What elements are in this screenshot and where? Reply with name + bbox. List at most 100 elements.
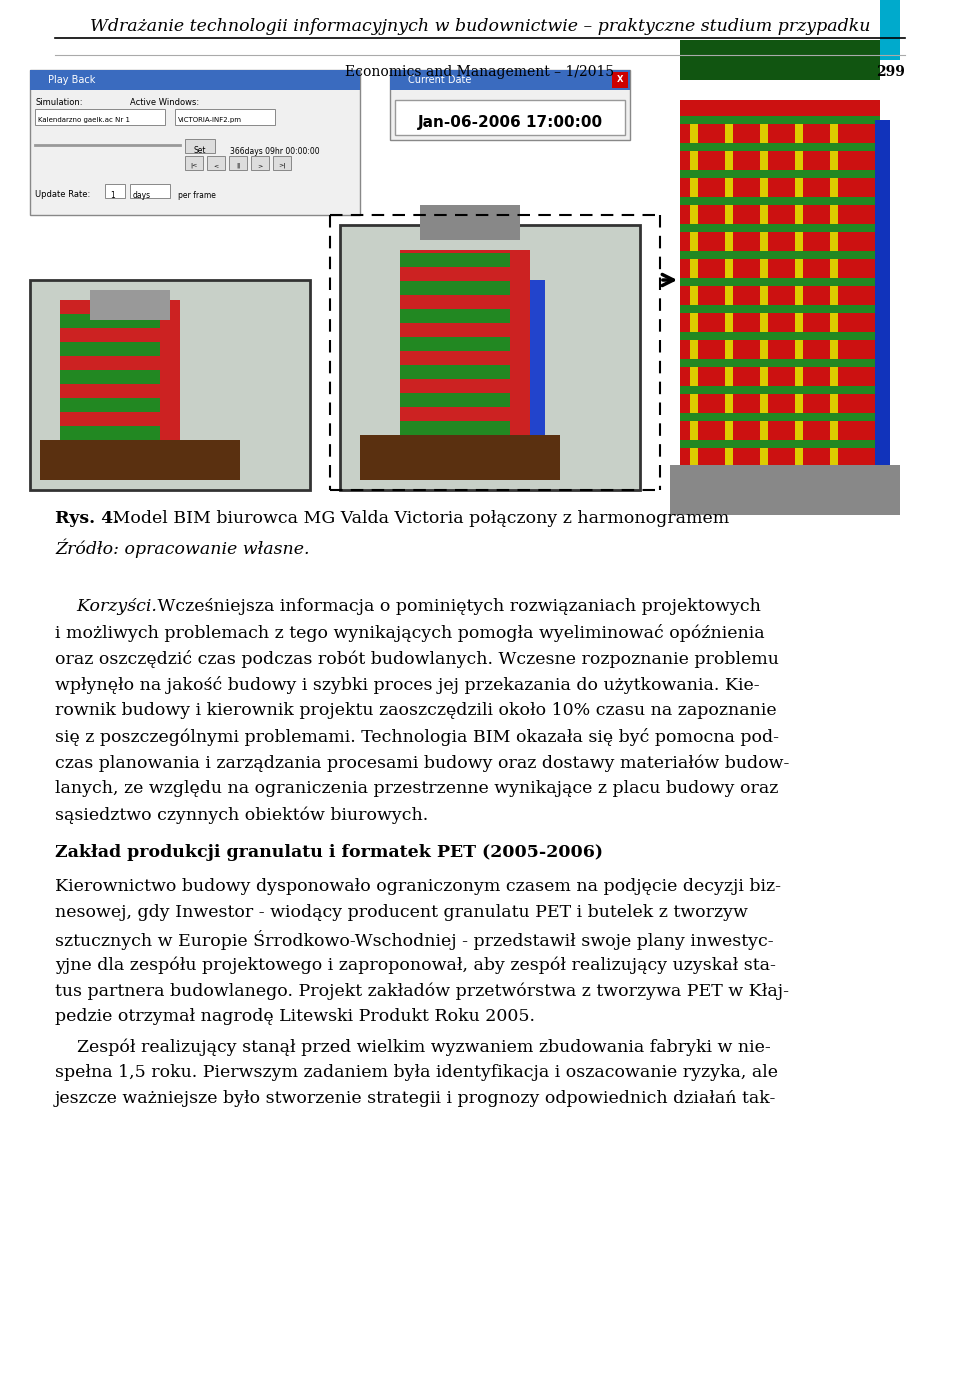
Bar <box>875 120 890 499</box>
Text: yjne dla zespółu projektowego i zaproponował, aby zespół realizujący uzyskał sta: yjne dla zespółu projektowego i zapropon… <box>55 956 776 974</box>
Text: Economics and Management – 1/2015: Economics and Management – 1/2015 <box>346 64 614 78</box>
Bar <box>207 157 225 171</box>
Bar <box>680 278 880 285</box>
Text: Korzyści.: Korzyści. <box>55 597 156 616</box>
Bar <box>273 157 291 171</box>
Bar <box>400 250 530 460</box>
Bar <box>680 99 880 499</box>
Bar <box>400 253 510 267</box>
Bar <box>90 290 170 320</box>
Text: Simulation:: Simulation: <box>35 98 83 106</box>
Text: i możliwych problemach z tego wynikających pomogła wyeliminować opóźnienia: i możliwych problemach z tego wynikający… <box>55 624 764 642</box>
Text: >|: >| <box>278 164 286 168</box>
Bar <box>400 337 510 351</box>
Text: 366days 09hr 00:00:00: 366days 09hr 00:00:00 <box>230 147 320 157</box>
Text: days: days <box>133 192 151 200</box>
Text: Źródło: opracowanie własne.: Źródło: opracowanie własne. <box>55 539 309 557</box>
Bar <box>60 341 160 355</box>
Bar <box>680 441 880 448</box>
Text: >: > <box>257 164 263 168</box>
Bar <box>680 143 880 151</box>
Text: Active Windows:: Active Windows: <box>130 98 199 106</box>
Text: Rys. 4.: Rys. 4. <box>55 511 119 527</box>
Bar <box>175 109 275 125</box>
Bar <box>105 185 125 199</box>
Text: spełna 1,5 roku. Pierwszym zadaniem była identyfikacja i oszacowanie ryzyka, ale: spełna 1,5 roku. Pierwszym zadaniem była… <box>55 1065 778 1081</box>
Text: Update Rate:: Update Rate: <box>35 190 90 199</box>
Bar <box>395 99 625 134</box>
Text: rownik budowy i kierownik projektu zaoszczędzili około 10% czasu na zapoznanie: rownik budowy i kierownik projektu zaosz… <box>55 702 777 719</box>
Text: nesowej, gdy Inwestor - wiodący producent granulatu PET i butelek z tworzyw: nesowej, gdy Inwestor - wiodący producen… <box>55 904 748 921</box>
Bar <box>400 309 510 323</box>
Text: sztucznych w Europie Śrrodkowo-Wschodniej - przedstawił swoje plany inwestyc-: sztucznych w Europie Śrrodkowo-Wschodnie… <box>55 930 774 950</box>
Bar <box>390 70 630 140</box>
Bar <box>400 421 510 435</box>
Text: tus partnera budowlanego. Projekt zakładów przetwórstwa z tworzywa PET w Kłaj-: tus partnera budowlanego. Projekt zakład… <box>55 982 789 999</box>
Bar <box>680 171 880 178</box>
Bar <box>530 280 545 460</box>
Text: się z poszczególnymi problemami. Technologia BIM okazała się być pomocna pod-: się z poszczególnymi problemami. Technol… <box>55 727 779 746</box>
Bar <box>60 299 180 460</box>
Bar <box>680 332 880 340</box>
Bar <box>680 360 880 367</box>
Bar <box>30 70 360 215</box>
Bar <box>185 139 215 152</box>
Text: per frame: per frame <box>178 192 216 200</box>
Bar <box>680 413 880 421</box>
Bar <box>880 0 900 60</box>
Bar <box>680 250 880 259</box>
Text: Model BIM biurowca MG Valda Victoria połączony z harmonogramem: Model BIM biurowca MG Valda Victoria poł… <box>107 511 730 527</box>
Text: Wdrażanie technologii informacyjnych w budownictwie – praktyczne studium przypad: Wdrażanie technologii informacyjnych w b… <box>89 18 871 35</box>
Bar <box>680 386 880 395</box>
Bar <box>612 71 628 88</box>
Text: pedzie otrzymał nagrodę Litewski Produkt Roku 2005.: pedzie otrzymał nagrodę Litewski Produkt… <box>55 1009 535 1025</box>
Bar <box>420 206 520 241</box>
Text: ||: || <box>236 164 240 168</box>
Bar <box>30 280 310 490</box>
Text: |<: |< <box>190 164 198 168</box>
Bar <box>680 41 880 80</box>
Text: Kierownictwo budowy dysponowało ograniczonym czasem na podjęcie decyzji biz-: Kierownictwo budowy dysponowało ogranicz… <box>55 879 781 895</box>
Text: jeszcze ważniejsze było stworzenie strategii i prognozy odpowiednich działań tak: jeszcze ważniejsze było stworzenie strat… <box>55 1090 777 1107</box>
Bar <box>670 464 900 515</box>
Bar <box>251 157 269 171</box>
Bar <box>760 120 768 490</box>
Text: Play Back: Play Back <box>48 76 95 85</box>
Bar <box>360 435 560 480</box>
Text: wpłynęło na jakość budowy i szybki proces jej przekazania do użytkowania. Kie-: wpłynęło na jakość budowy i szybki proce… <box>55 676 759 694</box>
Text: Zespół realizujący stanął przed wielkim wyzwaniem zbudowania fabryki w nie-: Zespół realizujący stanął przed wielkim … <box>55 1038 771 1055</box>
Text: 299: 299 <box>876 64 905 78</box>
Bar <box>400 281 510 295</box>
Text: X: X <box>616 76 623 84</box>
Bar <box>680 197 880 206</box>
Bar <box>680 467 880 476</box>
Text: Kalendarzno gaelk.ac Nr 1: Kalendarzno gaelk.ac Nr 1 <box>38 118 130 123</box>
Bar <box>60 313 160 327</box>
Text: lanych, ze względu na ograniczenia przestrzenne wynikające z placu budowy oraz: lanych, ze względu na ograniczenia przes… <box>55 781 779 797</box>
Bar <box>340 225 640 490</box>
Bar <box>60 369 160 383</box>
Text: Current Date: Current Date <box>408 76 471 85</box>
Bar <box>130 185 170 199</box>
Bar <box>725 120 733 490</box>
Bar <box>60 427 160 441</box>
Bar <box>830 120 838 490</box>
Bar <box>680 305 880 313</box>
Text: Set: Set <box>194 145 206 155</box>
Text: oraz oszczędzić czas podczas robót budowlanych. Wczesne rozpoznanie problemu: oraz oszczędzić czas podczas robót budow… <box>55 651 779 667</box>
Text: czas planowania i zarządzania procesami budowy oraz dostawy materiałów budow-: czas planowania i zarządzania procesami … <box>55 754 789 771</box>
Bar <box>680 224 880 232</box>
Text: sąsiedztwo czynnych obiektów biurowych.: sąsiedztwo czynnych obiektów biurowych. <box>55 806 428 824</box>
Bar <box>40 441 240 480</box>
Text: VICTORIA-INF2.pm: VICTORIA-INF2.pm <box>178 118 242 123</box>
Text: 1: 1 <box>110 192 115 200</box>
Bar <box>400 365 510 379</box>
Bar <box>185 157 203 171</box>
Bar <box>400 393 510 407</box>
Bar <box>60 397 160 411</box>
Bar <box>229 157 247 171</box>
Text: <: < <box>213 164 219 168</box>
Text: Wcześniejsza informacja o pominiętych rozwiązaniach projektowych: Wcześniejsza informacja o pominiętych ro… <box>153 597 761 616</box>
Bar <box>690 120 698 490</box>
Bar <box>680 116 880 125</box>
